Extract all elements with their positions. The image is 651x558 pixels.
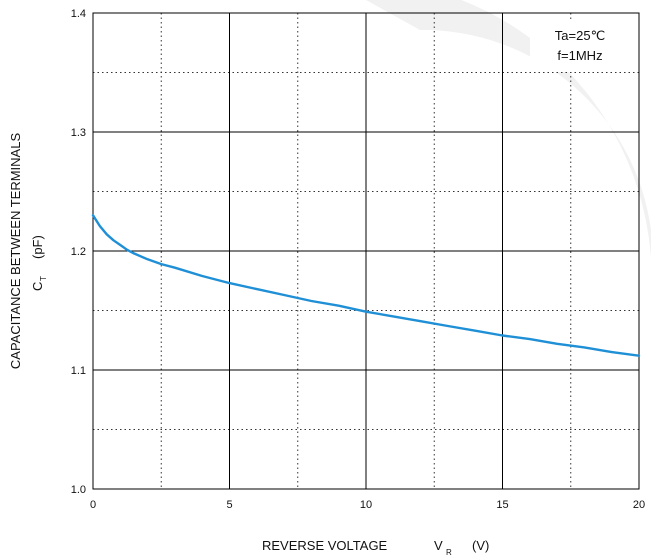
conditions-box [530, 22, 630, 72]
svg-text:T: T [39, 276, 48, 281]
x-tick-label: 20 [633, 499, 645, 511]
svg-text:CAPACITANCE BETWEEN TERMINALS: CAPACITANCE BETWEEN TERMINALS [8, 133, 23, 370]
y-tick-labels: 1.0 1.1 1.2 1.3 1.4 [71, 8, 86, 496]
y-axis-symbol: C T (pF) [30, 235, 48, 291]
x-tick-label: 0 [90, 499, 96, 511]
condition-frequency: f=1MHz [557, 48, 602, 63]
minor-grid [93, 13, 639, 489]
svg-text:(pF): (pF) [30, 235, 45, 259]
svg-text:(V): (V) [472, 538, 489, 553]
x-tick-label: 10 [360, 499, 372, 511]
x-tick-label: 15 [496, 499, 508, 511]
capacitance-curve [91, 214, 641, 357]
y-axis-label: CAPACITANCE BETWEEN TERMINALS [8, 133, 23, 370]
x-axis-label: REVERSE VOLTAGE V R (V) [262, 538, 489, 557]
y-tick-label: 1.2 [71, 246, 86, 258]
y-tick-label: 1.0 [71, 484, 86, 496]
svg-text:R: R [446, 548, 452, 557]
series-layer [91, 214, 641, 357]
svg-text:REVERSE VOLTAGE: REVERSE VOLTAGE [262, 538, 388, 553]
major-grid [93, 13, 639, 489]
x-tick-labels: 0 5 10 15 20 [90, 499, 645, 511]
y-tick-label: 1.1 [71, 365, 86, 377]
svg-text:C: C [30, 282, 45, 291]
svg-text:V: V [434, 538, 443, 553]
y-tick-label: 1.3 [71, 127, 86, 139]
x-tick-label: 5 [226, 499, 232, 511]
condition-temperature: Ta=25℃ [555, 28, 605, 43]
y-tick-label: 1.4 [71, 8, 86, 20]
plot-frame [92, 12, 640, 490]
